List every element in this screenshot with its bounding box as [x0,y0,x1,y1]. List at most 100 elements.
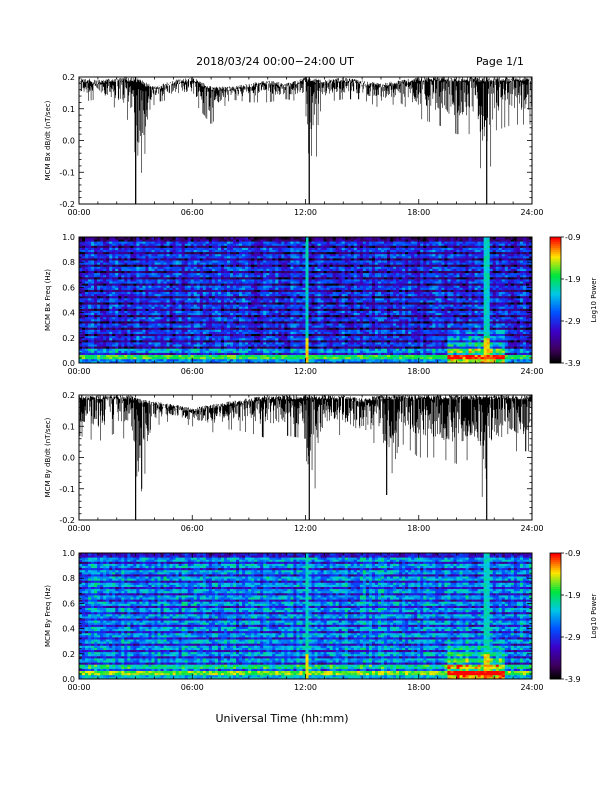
heatmap-cell [223,270,228,274]
heatmap-cell [109,310,113,313]
heatmap-cell [314,260,318,263]
heatmap-cell [284,352,288,355]
heatmap-cell [236,344,240,347]
heatmap-cell [254,354,258,358]
heatmap-cell [175,272,180,276]
heatmap-cell [118,306,122,309]
heatmap-cell [133,310,137,313]
heatmap-cell [85,255,89,259]
heatmap-cell [233,304,237,307]
heatmap-cell [245,241,249,244]
heatmap-cell [302,266,306,269]
heatmap-cell [97,323,101,326]
heatmap-cell [175,352,180,355]
heatmap-cell [320,352,325,355]
heatmap-cell [239,312,243,316]
heatmap-cell [217,283,222,286]
heatmap-cell [205,255,210,259]
heatmap-cell [121,287,125,290]
heatmap-cell [269,245,273,248]
heatmap-cell [257,237,261,240]
heatmap-cell [263,295,267,299]
heatmap-cell [290,281,294,284]
heatmap-cell [130,339,134,343]
heatmap-cell [94,327,98,330]
heatmap-cell [184,329,189,332]
heatmap-cell [121,331,125,334]
heatmap-cell [166,241,170,244]
heatmap-cell [223,348,228,351]
heatmap-cell [275,243,279,246]
heatmap-cell [299,260,303,263]
heatmap-cell [311,329,315,332]
heatmap-cell [245,318,249,322]
heatmap-cell [257,333,261,337]
heatmap-cell [272,358,276,362]
heatmap-cell [184,245,189,248]
heatmap-cell [109,356,113,360]
heatmap-cell [79,266,83,269]
heatmap-cell [308,302,312,305]
heatmap-cell [187,323,192,326]
heatmap-cell [320,260,325,263]
heatmap-cell [290,255,294,259]
heatmap-cell [226,310,231,313]
heatmap-cell [223,287,228,290]
heatmap-cell [103,287,107,290]
heatmap-cell [196,245,201,248]
heatmap-cell [106,323,110,326]
heatmap-cell [82,241,86,244]
heatmap-cell [230,304,234,307]
heatmap-cell [211,348,216,351]
heatmap-cell [248,346,252,349]
heatmap-cell [115,354,119,358]
heatmap-cell [148,293,152,297]
heatmap-cell [97,279,101,282]
heatmap-cell [181,283,186,286]
heatmap-cell [251,268,255,271]
heatmap-cell [115,262,119,265]
heatmap-cell [88,268,92,271]
heatmap-cell [97,346,101,349]
heatmap-cell [190,329,195,332]
heatmap-cell [257,239,261,242]
heatmap-cell [94,321,98,324]
heatmap-cell [193,258,198,261]
heatmap-cell [181,335,186,339]
heatmap-cell [157,310,161,313]
heatmap-cell [145,241,149,244]
heatmap-cell [223,291,228,295]
heatmap-cell [136,260,140,263]
heatmap-cell [178,310,183,313]
heatmap-cell [281,270,285,274]
heatmap-cell [160,281,164,284]
heatmap-cell [88,279,92,282]
heatmap-cell [130,245,134,248]
heatmap-cell [223,308,228,311]
heatmap-cell [151,272,155,276]
heatmap-cell [296,312,300,316]
heatmap-cell [254,274,258,278]
heatmap-cell [254,251,258,255]
heatmap-cell [151,346,155,349]
heatmap-cell [239,262,243,265]
heatmap-cell [257,272,261,276]
heatmap-cell [211,279,216,282]
heatmap-cell [157,272,161,276]
heatmap-cell [166,310,170,313]
heatmap-cell [308,352,312,355]
heatmap-cell [226,295,231,299]
heatmap-cell [124,358,128,362]
heatmap-cell [184,279,189,282]
heatmap-cell [314,276,318,280]
heatmap-cell [85,249,89,253]
heatmap-cell [296,337,300,341]
heatmap-cell [236,295,240,299]
heatmap-cell [226,331,231,334]
heatmap-cell [239,323,243,326]
heatmap-cell [278,283,282,286]
heatmap-cell [217,255,222,259]
heatmap-cell [205,266,210,269]
heatmap-cell [142,312,146,316]
heatmap-cell [269,323,273,326]
